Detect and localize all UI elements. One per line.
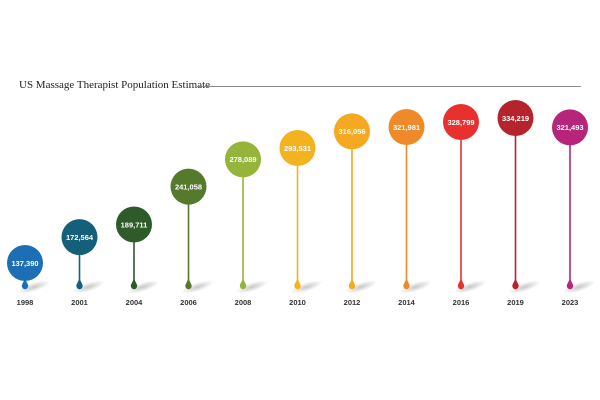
data-label: 328,799 [447, 118, 474, 127]
x-tick-label: 2014 [398, 298, 416, 307]
data-label: 316,056 [338, 127, 365, 136]
data-point [225, 141, 261, 178]
chart-title: US Massage Therapist Population Estimate [19, 79, 211, 91]
x-tick-label: 2004 [126, 298, 144, 307]
pin-shadow [290, 280, 323, 294]
pin-shadow [562, 280, 596, 294]
data-pin: 334,219 2019 [497, 100, 541, 307]
data-pin: 137,390 1998 [7, 245, 51, 307]
data-pin: 241,058 2006 [170, 168, 214, 307]
x-tick-label: 2006 [180, 298, 197, 307]
pin-shadow [399, 280, 432, 294]
x-tick-label: 2019 [507, 298, 524, 307]
x-tick-label: 2016 [453, 298, 470, 307]
pin-drop [403, 278, 410, 290]
data-point [334, 113, 370, 150]
data-label: 278,089 [229, 155, 256, 164]
pin-drop [76, 278, 83, 290]
data-point [443, 103, 479, 140]
x-tick-label: 2001 [71, 298, 88, 307]
x-tick-label: 2008 [235, 298, 252, 307]
pin-shadow [181, 280, 214, 294]
data-point [61, 219, 98, 256]
data-label: 241,058 [175, 182, 202, 191]
data-label: 172,564 [66, 233, 94, 242]
data-pin: 316,056 2012 [334, 113, 378, 307]
pin-drop [566, 278, 574, 290]
data-point [279, 129, 316, 166]
data-pin: 321,493 2023 [552, 109, 596, 307]
x-tick-label: 2012 [344, 298, 361, 307]
data-label: 321,493 [556, 123, 583, 132]
x-tick-label: 1998 [17, 298, 34, 307]
data-pin: 321,981 2014 [388, 109, 432, 307]
pin-shadow [17, 280, 51, 294]
x-tick-label: 2023 [562, 298, 579, 307]
pin-shadow [344, 280, 378, 294]
data-pin: 293,531 2010 [279, 129, 323, 307]
pin-shadow [508, 280, 541, 294]
data-label: 189,711 [121, 220, 148, 229]
pin-drop [239, 278, 247, 290]
pin-drop [21, 278, 29, 290]
pin-drop [512, 278, 519, 290]
data-point [7, 245, 43, 281]
data-point [497, 100, 534, 136]
data-pin: 328,799 2016 [443, 103, 487, 307]
data-point [388, 109, 425, 146]
data-pin: 189,711 2004 [116, 206, 160, 307]
pin-shadow [453, 280, 487, 294]
data-pin: 172,564 2001 [61, 219, 105, 307]
x-tick-label: 2010 [289, 298, 306, 307]
pin-shadow [72, 280, 105, 294]
data-label: 334,219 [502, 114, 529, 123]
title-divider [197, 86, 581, 87]
pin-shadow [126, 280, 160, 294]
pin-shadow [235, 280, 269, 294]
pin-drop [130, 278, 138, 290]
pin-drop [457, 278, 465, 290]
data-label: 137,390 [11, 259, 38, 268]
data-pin: 278,089 2008 [225, 141, 269, 307]
data-point [116, 206, 152, 243]
data-point [170, 168, 207, 205]
pin-drop [185, 278, 192, 290]
data-label: 293,531 [284, 144, 311, 153]
data-point [552, 109, 588, 146]
pin-drop [294, 278, 301, 290]
data-label: 321,981 [393, 123, 420, 132]
pin-drop [348, 278, 356, 290]
